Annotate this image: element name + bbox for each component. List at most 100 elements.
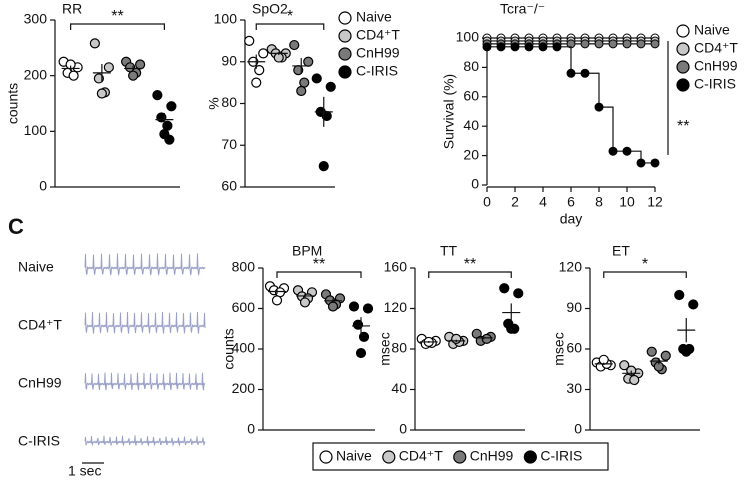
survival-point [538,42,548,52]
chart-title: ET [612,243,630,259]
data-point [103,62,114,73]
survival-point [608,39,618,49]
chart-title: Tcra⁻/⁻ [500,1,545,17]
trace-label: CnH99 [18,375,62,391]
y-tick-label: 30 [566,380,582,396]
survival-point [622,39,632,49]
data-point [89,38,100,49]
legend-label: CD4⁺T [356,27,400,43]
y-axis-label: counts [5,83,21,124]
legend-marker [338,47,352,61]
significance-bracket [276,271,362,278]
y-tick-label: 160 [384,259,408,275]
survival-point [650,158,660,168]
legend-marker [382,450,396,464]
y-tick-label: 60 [463,88,479,104]
survival-point [594,102,604,112]
y-tick-label: 120 [559,259,583,275]
data-point [299,297,311,308]
survival-point [580,39,590,49]
data-point [674,289,685,301]
significance-label: * [287,8,293,25]
legend-marker [676,60,690,74]
data-point [348,301,360,312]
y-tick-label: 60 [566,340,582,356]
ecg-trace [84,253,206,276]
survival-point [580,68,590,78]
legend-label: CD4⁺T [399,448,443,464]
significance-label: * [642,256,648,273]
survival-point [566,68,576,78]
y-tick-label: 90 [566,299,582,315]
y-tick-label: 80 [391,340,407,356]
data-point [681,346,692,357]
trace-label: CD4⁺T [18,317,62,333]
survival-line [487,46,655,164]
significance-bracket [70,23,165,30]
y-tick-label: 100 [214,11,238,27]
y-tick-label: 60 [221,178,237,194]
significance-label: ** [464,256,476,273]
data-point [499,283,510,294]
legend-marker [338,65,352,79]
x-tick-label: 10 [619,194,635,210]
y-axis-label: Survival (%) [441,74,457,149]
data-point [352,319,364,330]
data-point [244,35,255,46]
legend-marker [676,42,690,56]
data-point [358,331,370,342]
chart-title: RR [62,1,82,17]
survival-point [552,42,562,52]
legend-marker [319,450,333,464]
data-point [318,161,329,172]
x-tick-label: 12 [647,194,663,210]
x-tick-label: 4 [539,194,547,210]
chart-title: BPM [292,243,322,259]
data-point [93,73,104,84]
legend-label: CD4⁺T [694,40,738,56]
legend-label: CnH99 [470,448,514,464]
y-tick-label: 400 [232,340,256,356]
legend-label: C-IRIS [356,63,398,79]
survival-point [482,42,492,52]
y-axis-label: % [206,97,222,109]
x-axis-label: day [560,211,583,227]
survival-point [524,42,534,52]
data-point [646,346,657,357]
y-tick-label: 40 [391,380,407,396]
significance-bracket [428,271,512,278]
data-point [325,81,336,92]
data-point [271,295,283,306]
significance-label: ** [111,8,123,25]
legend-marker [453,450,467,464]
data-point [254,64,265,76]
data-point [311,73,322,84]
data-point [506,323,517,334]
survival-point [636,158,646,168]
y-tick-label: 20 [463,146,479,162]
x-tick-label: 8 [595,194,603,210]
data-point [355,347,367,359]
legend-marker [338,29,352,43]
y-tick-label: 120 [384,299,408,315]
survival-point [594,39,604,49]
data-point [135,59,146,70]
x-tick-label: 2 [511,194,519,210]
y-axis-label: msec [377,332,393,365]
data-point [96,88,107,99]
survival-point [496,42,506,52]
data-point [68,70,79,81]
survival-point [650,39,660,49]
data-point [629,374,640,386]
legend-marker [676,24,690,38]
legend-label: CnH99 [356,45,400,61]
y-tick-label: 80 [221,94,237,110]
data-point [660,350,671,361]
y-tick-label: 0 [574,421,582,437]
survival-point [622,146,632,156]
significance-label: ** [313,256,325,273]
y-tick-label: 300 [24,11,48,27]
legend-label: C-IRIS [694,76,736,92]
survival-point [510,42,520,52]
